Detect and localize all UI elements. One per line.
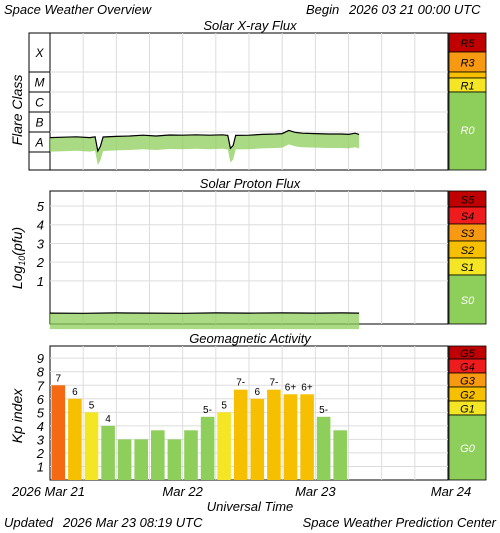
- proton-scale-label: S2: [461, 245, 474, 257]
- kp-tick-label: 2: [36, 446, 45, 461]
- page-title: Space Weather Overview: [4, 2, 153, 17]
- kp-tick-label: 4: [37, 419, 44, 434]
- updated-label: Updated: [4, 515, 54, 530]
- kp-bar: [300, 394, 314, 480]
- kp-bar: [200, 416, 215, 480]
- kp-ylabel: Kp index: [9, 388, 25, 443]
- kp-bar-label: 6: [255, 387, 261, 398]
- kp-bar-label: 4: [105, 414, 111, 425]
- x-tick-label: Mar 24: [431, 484, 471, 499]
- x-axis-title: Universal Time: [207, 499, 294, 514]
- kp-bar: [333, 430, 347, 480]
- xray-flux-band: [50, 130, 360, 165]
- proton-scale-cell: [448, 274, 487, 325]
- proton-ylabel-log: Log: [9, 266, 25, 290]
- proton-tick-label: 1: [37, 274, 44, 289]
- proton-scale-label: S3: [461, 228, 475, 240]
- kp-scale-label: G1: [460, 404, 475, 416]
- kp-tick-label: 3: [37, 432, 45, 447]
- kp-bar: [283, 394, 298, 480]
- proton-ylabel-base: 10: [17, 256, 27, 266]
- kp-tick-label: 6: [37, 392, 45, 407]
- proton-ylabel: Log10(pfu): [9, 227, 27, 289]
- kp-bar-label: 7: [56, 373, 62, 384]
- kp-scale-label: G4: [460, 362, 475, 374]
- xray-class-label: A: [34, 136, 43, 150]
- kp-bar: [316, 416, 331, 480]
- xray-class-label: C: [35, 96, 44, 110]
- begin-label: Begin: [306, 2, 339, 17]
- proton-ylabel-unit: (pfu): [9, 227, 25, 256]
- xray-flux-line: [49, 129, 360, 153]
- kp-bar-label: 5-: [203, 405, 212, 416]
- proton-tick-label: 2: [36, 255, 45, 270]
- proton-scale-label: S1: [461, 262, 474, 274]
- xray-scale-cell: [448, 71, 487, 79]
- kp-bar: [151, 430, 165, 480]
- xray-class-label: B: [35, 116, 43, 130]
- kp-bar: [117, 439, 132, 480]
- proton-scale-label: S0: [461, 295, 475, 307]
- kp-scale-cell: [448, 414, 487, 481]
- kp-bar-label: 6+: [301, 382, 313, 393]
- kp-bar-label: 5-: [319, 405, 328, 416]
- kp-bar-label: 6: [72, 387, 78, 398]
- proton-flux-band: [50, 312, 360, 330]
- kp-tick-label: 5: [37, 405, 45, 420]
- center-name: Space Weather Prediction Center: [303, 515, 497, 530]
- kp-bar: [250, 398, 265, 480]
- kp-tick-label: 1: [37, 459, 44, 474]
- kp-bar-label: 7-: [269, 378, 278, 389]
- proton-title: Solar Proton Flux: [200, 176, 301, 191]
- xray-scale-label: R0: [460, 125, 475, 137]
- kp-scale-label: G0: [460, 443, 476, 455]
- kp-tick-label: 7: [37, 378, 45, 393]
- kp-tick-label: 9: [37, 351, 44, 366]
- xray-class-label: X: [34, 46, 44, 60]
- xray-scale-label: R5: [460, 38, 475, 50]
- kp-bar: [167, 439, 182, 480]
- proton-scale-label: S5: [461, 195, 475, 207]
- kp-title: Geomagnetic Activity: [189, 331, 312, 346]
- kp-bar: [233, 389, 248, 480]
- xray-title: Solar X-ray Flux: [203, 18, 297, 33]
- xray-ylabel: Flare Class: [9, 75, 25, 146]
- kp-bar-label: 5: [89, 400, 95, 411]
- kp-bar: [68, 398, 82, 480]
- proton-scale-label: S4: [461, 211, 474, 223]
- kp-bar-label: 5: [221, 400, 227, 411]
- begin-time: 2026 03 21 00:00 UTC: [348, 2, 481, 17]
- x-tick-label: Mar 22: [162, 484, 203, 499]
- kp-scale-label: G5: [460, 348, 476, 360]
- kp-bar: [267, 389, 281, 480]
- kp-bar: [84, 412, 99, 480]
- kp-tick-label: 8: [37, 365, 45, 380]
- kp-scale-label: G3: [460, 376, 476, 388]
- proton-tick-label: 3: [37, 236, 45, 251]
- xray-scale-label: R1: [460, 81, 474, 93]
- kp-scale-label: G2: [460, 390, 475, 402]
- proton-plot: 1 2 3 4 5 S5 S4 S3 S2 S1 S0: [36, 190, 487, 330]
- proton-tick-label: 5: [37, 199, 45, 214]
- x-tick-label: Mar 23: [295, 484, 336, 499]
- kp-bar: [101, 425, 115, 480]
- kp-bar: [134, 439, 148, 480]
- xray-scale-label: R3: [460, 58, 475, 70]
- x-tick-label: 2026 Mar 21: [11, 484, 85, 499]
- kp-bar-label: 7-: [236, 378, 245, 389]
- proton-tick-label: 4: [37, 218, 44, 233]
- kp-bar: [217, 412, 231, 480]
- xray-class-label: M: [35, 76, 45, 90]
- kp-bar: [51, 385, 66, 480]
- xray-scale-cell: [448, 91, 487, 171]
- updated-time: 2026 Mar 23 08:19 UTC: [62, 515, 203, 530]
- kp-bar: [184, 430, 198, 480]
- kp-bar-label: 6+: [285, 382, 297, 393]
- time-axis: 2026 Mar 21 Mar 22 Mar 23 Mar 24: [11, 484, 471, 499]
